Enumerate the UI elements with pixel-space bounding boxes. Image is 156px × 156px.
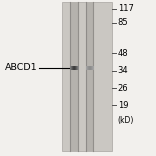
Text: 48: 48 (118, 49, 128, 58)
Bar (70, 2, 78, 151)
Text: (kD): (kD) (118, 116, 134, 125)
Text: 26: 26 (118, 84, 128, 93)
Text: 117: 117 (118, 4, 134, 13)
Bar (62, 2, 112, 151)
Text: 85: 85 (118, 18, 128, 27)
Text: 34: 34 (118, 66, 128, 76)
Text: 19: 19 (118, 101, 128, 110)
Text: ABCD1: ABCD1 (5, 63, 37, 72)
Bar (86, 2, 93, 151)
